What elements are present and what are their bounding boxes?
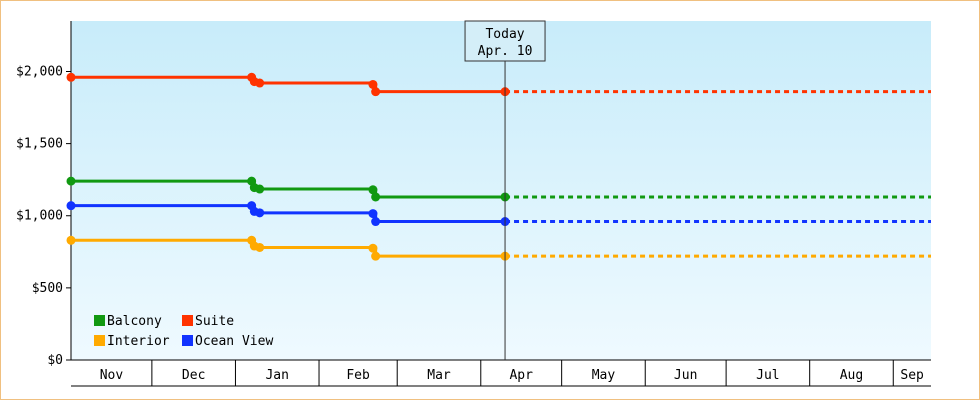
data-point [368, 243, 378, 253]
month-label-apr: Apr [509, 368, 533, 383]
series-interior [66, 235, 931, 261]
month-label-aug: Aug [840, 368, 863, 383]
month-label-sep: Sep [900, 368, 924, 383]
legend-label: Ocean View [195, 334, 273, 349]
legend-item-interior: Interior [94, 334, 170, 349]
data-point [371, 87, 381, 97]
data-point [368, 185, 378, 195]
data-point [368, 209, 378, 219]
series-ocean-view [66, 201, 931, 227]
data-point [66, 176, 76, 186]
month-label-jul: Jul [756, 368, 779, 383]
today-label: Today [485, 27, 524, 42]
legend-label: Balcony [107, 314, 162, 329]
month-label-feb: Feb [346, 368, 370, 383]
data-point [368, 79, 378, 89]
series-suite [66, 72, 931, 97]
y-tick-label: $1,500 [16, 137, 63, 152]
legend-label: Suite [195, 314, 234, 329]
data-point [255, 242, 265, 252]
data-point [255, 184, 265, 194]
legend-label: Interior [107, 334, 170, 349]
y-tick-label: $0 [47, 353, 63, 368]
data-point [371, 251, 381, 261]
x-axis: Nov Dec Jan Feb Mar Apr May Jun Jul Aug Sep [71, 359, 931, 387]
month-label-mar: Mar [427, 368, 451, 383]
legend-swatch [182, 335, 193, 346]
month-label-may: May [592, 368, 616, 383]
y-tick-label: $2,000 [16, 64, 63, 79]
series-balcony [66, 176, 931, 202]
legend: Balcony Suite Interior Ocean View [94, 314, 273, 349]
series-layer [66, 72, 931, 261]
month-label-dec: Dec [182, 368, 205, 383]
legend-swatch [182, 315, 193, 326]
data-point [66, 235, 76, 245]
y-tick-label: $500 [32, 281, 63, 296]
plot-background [71, 21, 931, 360]
legend-swatch [94, 335, 105, 346]
month-label-jan: Jan [265, 368, 288, 383]
data-point [66, 72, 76, 82]
today-box [464, 20, 546, 62]
data-point [66, 201, 76, 211]
today-date: Apr. 10 [478, 44, 533, 59]
legend-item-suite: Suite [182, 314, 234, 329]
today-marker: Today Apr. 10 [464, 20, 546, 360]
data-point [371, 192, 381, 202]
legend-swatch [94, 315, 105, 326]
data-point [371, 217, 381, 227]
data-point [255, 78, 265, 88]
month-label-nov: Nov [100, 368, 124, 383]
data-point [255, 208, 265, 218]
legend-item-balcony: Balcony [94, 314, 162, 329]
legend-item-ocean-view: Ocean View [182, 334, 273, 349]
month-label-jun: Jun [674, 368, 697, 383]
y-tick-label: $1,000 [16, 209, 63, 224]
y-axis: $0 $500 $1,000 $1,500 $2,000 [16, 21, 72, 368]
